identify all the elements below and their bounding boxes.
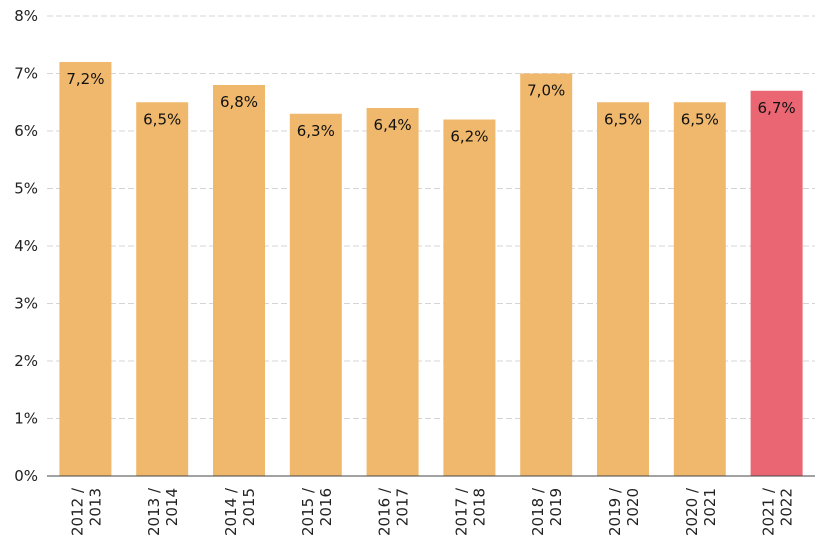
bars: [59, 62, 803, 476]
data-label: 6,8%: [220, 93, 258, 111]
y-axis-tick-labels: 0% 1% 2% 3% 4% 5% 6% 7% 8%: [14, 7, 38, 485]
data-label: 6,5%: [143, 110, 181, 128]
data-label: 6,5%: [604, 110, 642, 128]
x-tick-label-line: 2014: [163, 488, 181, 526]
x-tick-label: 2021 /2022: [760, 487, 796, 536]
data-label: 6,7%: [758, 99, 796, 117]
x-tick-label-line: 2015 /: [299, 487, 317, 536]
bar: [213, 85, 265, 476]
y-tick-label: 1%: [14, 410, 38, 428]
x-tick-label-line: 2021 /: [760, 487, 778, 536]
x-tick-label: 2015 /2016: [299, 487, 335, 536]
x-tick-label: 2014 /2015: [222, 487, 258, 536]
bar: [136, 102, 189, 476]
y-tick-label: 3%: [14, 295, 38, 313]
x-tick-label-line: 2013: [86, 488, 104, 526]
x-tick-label: 2016 /2017: [376, 487, 412, 536]
data-label: 7,2%: [66, 70, 104, 88]
bar: [750, 90, 803, 476]
x-tick-label-line: 2019: [547, 488, 565, 526]
x-tick-label-line: 2015: [240, 488, 258, 526]
x-tick-label-line: 2012 /: [68, 487, 86, 536]
data-label: 7,0%: [527, 82, 565, 100]
y-tick-label: 0%: [14, 467, 38, 485]
x-tick-label-line: 2018 /: [529, 487, 547, 536]
y-tick-label: 4%: [14, 237, 38, 255]
y-tick-label: 7%: [14, 65, 38, 83]
x-tick-label-line: 2017 /: [452, 487, 470, 536]
x-tick-label-line: 2017: [394, 488, 412, 526]
x-tick-label-line: 2020: [624, 488, 642, 526]
x-tick-label: 2012 /2013: [68, 487, 104, 536]
y-tick-label: 8%: [14, 7, 38, 25]
x-tick-label-line: 2016 /: [376, 487, 394, 536]
data-labels: 7,2% 6,5% 6,8% 6,3% 6,4% 6,2% 7,0% 6,5% 6,5% 6,7%: [66, 70, 795, 146]
x-tick-label: 2018 /2019: [529, 487, 565, 536]
data-label: 6,5%: [681, 110, 719, 128]
x-tick-label-line: 2016: [317, 488, 335, 526]
x-tick-label: 2019 /2020: [606, 487, 642, 536]
x-tick-label-line: 2019 /: [606, 487, 624, 536]
bar: [59, 62, 112, 476]
x-tick-label-line: 2022: [778, 488, 796, 526]
bar: [289, 113, 342, 476]
x-tick-label-line: 2018: [470, 488, 488, 526]
x-tick-label-line: 2020 /: [683, 487, 701, 536]
x-tick-label-line: 2021: [701, 488, 719, 526]
data-label: 6,2%: [450, 128, 488, 146]
x-tick-label-line: 2014 /: [222, 487, 240, 536]
data-label: 6,4%: [374, 116, 412, 134]
x-tick-label: 2020 /2021: [683, 487, 719, 536]
x-axis-category-labels: 2012 /2013 2013 /2014 2014 /2015 2015 /2016…: [68, 487, 795, 536]
bar: [520, 73, 573, 476]
x-tick-label: 2017 /2018: [452, 487, 488, 536]
data-label: 6,3%: [297, 122, 335, 140]
y-tick-label: 2%: [14, 352, 38, 370]
x-tick-label: 2013 /2014: [145, 487, 181, 536]
bar: [366, 108, 419, 476]
bar: [443, 119, 496, 476]
bar: [673, 102, 726, 476]
y-tick-label: 6%: [14, 122, 38, 140]
y-tick-label: 5%: [14, 180, 38, 198]
x-tick-label-line: 2013 /: [145, 487, 163, 536]
bar: [597, 102, 649, 476]
